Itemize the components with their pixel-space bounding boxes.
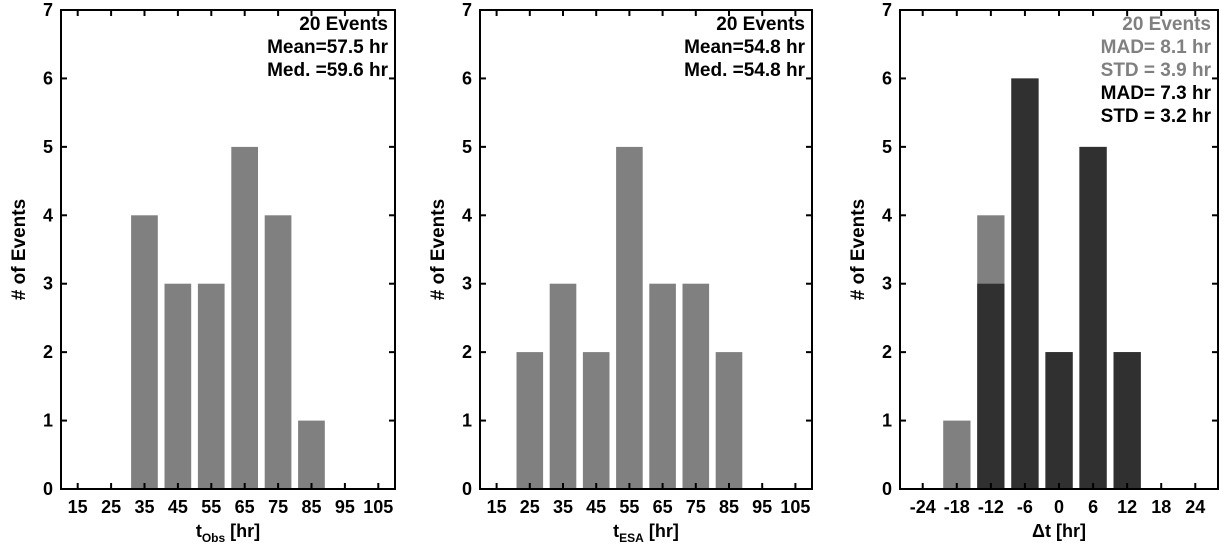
- bar-primary: [516, 352, 544, 489]
- annotation-text: MAD= 8.1 hr: [1101, 37, 1212, 58]
- bar-secondary: [1113, 352, 1141, 489]
- bar-primary: [264, 215, 292, 490]
- y-tick-label: 4: [462, 205, 472, 225]
- x-tick-label: 45: [168, 497, 188, 517]
- x-tick-label: 55: [619, 497, 639, 517]
- x-tick-label: 85: [301, 497, 321, 517]
- bar-primary: [164, 283, 192, 489]
- x-tick-label: -24: [910, 497, 936, 517]
- x-tick-label: 45: [586, 497, 606, 517]
- y-tick-label: 0: [43, 479, 53, 499]
- bar-primary: [549, 283, 577, 489]
- x-tick-label: -18: [944, 497, 970, 517]
- x-tick-label: 85: [719, 497, 739, 517]
- y-tick-label: 6: [882, 68, 892, 88]
- x-axis-label: tObs [hr]: [196, 521, 260, 545]
- y-tick-label: 0: [882, 479, 892, 499]
- y-tick-label: 5: [882, 137, 892, 157]
- y-tick-label: 4: [882, 205, 892, 225]
- bar-secondary: [977, 283, 1005, 489]
- bar-primary: [682, 283, 710, 489]
- x-tick-label: 6: [1088, 497, 1098, 517]
- y-tick-label: 1: [43, 411, 53, 431]
- x-tick-label: 12: [1117, 497, 1137, 517]
- bar-primary: [582, 352, 610, 489]
- x-tick-label: 55: [201, 497, 221, 517]
- x-tick-label: 35: [553, 497, 573, 517]
- y-tick-label: 7: [43, 0, 53, 20]
- x-tick-label: 35: [134, 497, 154, 517]
- plot-frame: [479, 9, 813, 490]
- y-axis-label: # of Events: [848, 199, 869, 300]
- x-tick-label: 25: [520, 497, 540, 517]
- annotation-text: Med. =54.8 hr: [684, 60, 806, 81]
- x-tick-label: 65: [235, 497, 255, 517]
- x-tick-label: 95: [335, 497, 355, 517]
- annotation-text: Med. =59.6 hr: [267, 60, 389, 81]
- y-tick-label: 3: [462, 274, 472, 294]
- x-tick-label: 25: [101, 497, 121, 517]
- x-tick-label: 15: [68, 497, 88, 517]
- bar-primary: [943, 420, 971, 489]
- y-tick-label: 2: [43, 342, 53, 362]
- bar-secondary: [1011, 78, 1039, 490]
- y-tick-label: 6: [462, 68, 472, 88]
- y-tick-label: 2: [882, 342, 892, 362]
- x-tick-label: 0: [1054, 497, 1064, 517]
- bar-primary: [298, 420, 325, 489]
- annotation-text: 20 Events: [1122, 14, 1211, 35]
- x-tick-label: -12: [978, 497, 1004, 517]
- x-tick-label: 18: [1151, 497, 1171, 517]
- annotation-text: 20 Events: [716, 14, 805, 35]
- annotation-text: STD = 3.9 hr: [1101, 60, 1212, 81]
- y-tick-label: 7: [462, 0, 472, 20]
- x-tick-label: 95: [752, 497, 772, 517]
- x-tick-label: 15: [487, 497, 507, 517]
- y-tick-label: 5: [462, 137, 472, 157]
- bar-primary: [197, 283, 225, 489]
- bar-primary: [715, 352, 743, 489]
- bar-primary: [131, 215, 158, 490]
- y-tick-label: 3: [882, 274, 892, 294]
- x-tick-label: 105: [363, 497, 393, 517]
- bar-primary: [649, 283, 676, 489]
- x-tick-label: 105: [780, 497, 810, 517]
- x-tick-label: 75: [686, 497, 706, 517]
- annotation-text: STD = 3.2 hr: [1101, 106, 1212, 127]
- bar-primary: [616, 146, 643, 489]
- y-tick-label: 0: [462, 479, 472, 499]
- x-tick-label: 65: [653, 497, 673, 517]
- y-tick-label: 4: [43, 205, 53, 225]
- x-axis-label: tESA [hr]: [613, 521, 679, 545]
- y-tick-label: 7: [882, 0, 892, 20]
- annotation-text: Mean=57.5 hr: [267, 37, 389, 58]
- bar-secondary: [1045, 352, 1073, 489]
- y-tick-label: 5: [43, 137, 53, 157]
- y-tick-label: 6: [43, 68, 53, 88]
- y-tick-label: 1: [882, 411, 892, 431]
- annotation-text: MAD= 7.3 hr: [1101, 83, 1212, 104]
- y-tick-label: 1: [462, 411, 472, 431]
- x-tick-label: 75: [268, 497, 288, 517]
- y-axis-label: # of Events: [428, 199, 449, 300]
- y-tick-label: 2: [462, 342, 472, 362]
- y-tick-label: 3: [43, 274, 53, 294]
- x-tick-label: -6: [1017, 497, 1033, 517]
- x-axis-label: Δt [hr]: [1032, 521, 1086, 541]
- annotation-text: 20 Events: [299, 14, 388, 35]
- annotation-text: Mean=54.8 hr: [684, 37, 806, 58]
- bar-primary: [231, 146, 258, 489]
- bar-secondary: [1079, 146, 1107, 489]
- y-axis-label: # of Events: [9, 199, 30, 300]
- plot-frame: [60, 9, 396, 490]
- x-tick-label: 24: [1185, 497, 1205, 517]
